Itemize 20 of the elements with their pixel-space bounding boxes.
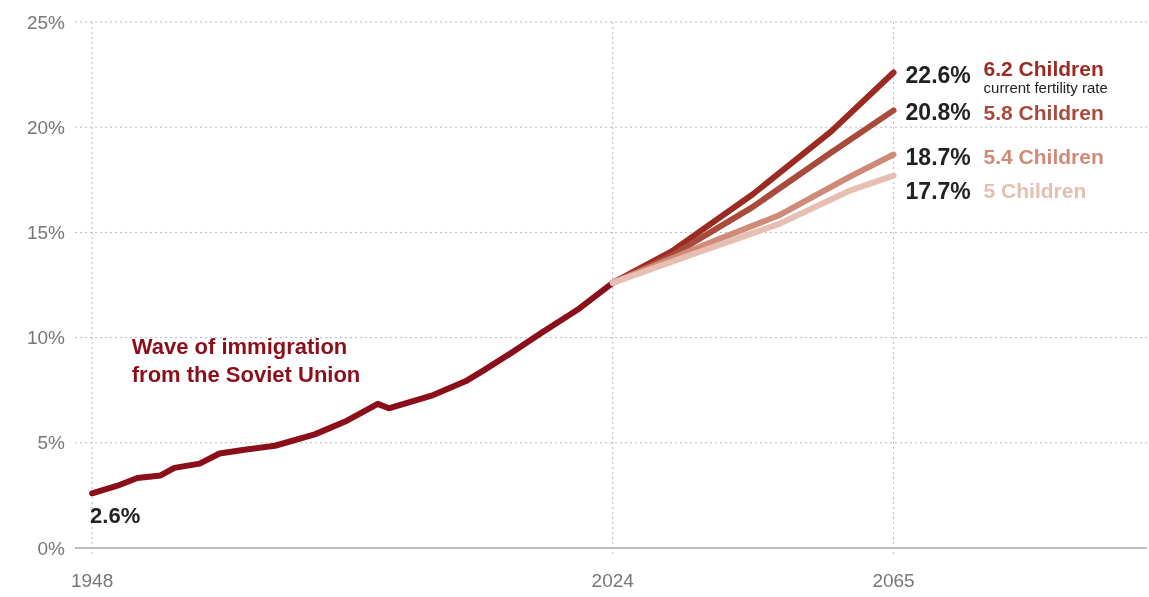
x-tick-label: 2024 [591, 570, 635, 591]
data-label: 20.8% [905, 99, 971, 126]
y-tick-label: 15% [26, 222, 66, 244]
y-tick-label: 20% [26, 116, 66, 138]
text: 5.4 Children [983, 144, 1104, 168]
y-tick-label: 25% [26, 11, 66, 33]
y-tick-label: 10% [26, 327, 66, 349]
annotation: Wave of immigration from the Soviet Union [131, 333, 361, 387]
y-tick-label: 0% [37, 537, 66, 559]
y-tick-label: 5% [37, 432, 66, 454]
text: 5.8 Children [983, 100, 1104, 124]
x-tick-label: 1948 [70, 570, 114, 591]
annotation: current fertility rate [983, 79, 1108, 97]
data-label: 18.7% [905, 143, 971, 170]
text: 5 Children [983, 178, 1087, 202]
data-label: 2.6% [90, 503, 141, 529]
data-label: 22.6% [905, 61, 971, 88]
data-label: 17.7% [905, 177, 971, 204]
x-tick-label: 2065 [872, 570, 915, 591]
text: 6.2 Children [983, 56, 1104, 80]
